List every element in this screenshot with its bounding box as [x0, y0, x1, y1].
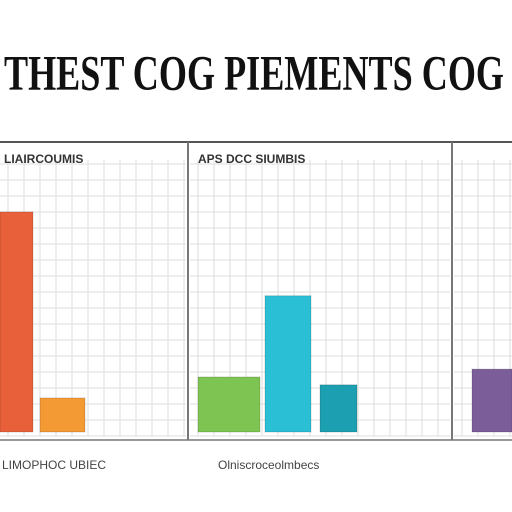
bar	[39, 397, 86, 433]
chart-title: APS DCC SIUMBIS	[198, 152, 305, 166]
bar	[264, 295, 312, 433]
bar	[471, 368, 512, 433]
x-axis-label: LIMOPHOC UBIEC	[2, 458, 106, 472]
chart-title: LIAIRCOUMIS	[4, 152, 83, 166]
bar	[319, 384, 358, 433]
bar	[0, 211, 34, 433]
x-axis-label: Olniscroceolmbecs	[218, 458, 319, 472]
bar	[197, 376, 261, 433]
page-title: THEST COG PIEMENTS COG	[4, 44, 504, 100]
